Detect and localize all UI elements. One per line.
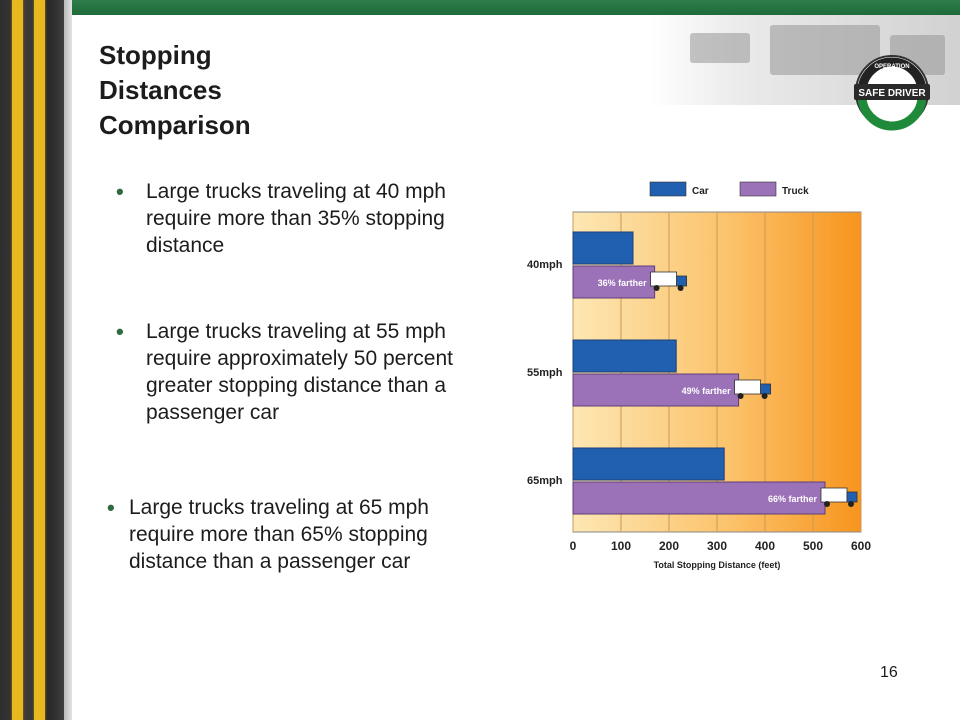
legend-label-car: Car: [692, 186, 709, 197]
bar-annotation: 66% farther: [768, 494, 818, 504]
truck-cab-icon: [676, 275, 688, 287]
road-background: [0, 0, 72, 720]
bar-annotation: 49% farther: [682, 386, 732, 396]
svg-text:SAFE DRIVER: SAFE DRIVER: [858, 88, 926, 99]
truck-icon: [650, 271, 677, 287]
bullet-item: • Large trucks traveling at 55 mph requi…: [116, 318, 506, 426]
stopping-distance-chart: 0 100 200 300 400 500 600 Total Stopping Distan…: [527, 181, 871, 570]
x-tick-label: 0: [570, 539, 577, 553]
operation-safe-driver-logo: SAFE DRIVER OPERATION: [854, 55, 930, 131]
truck-bar: [572, 373, 740, 407]
truck-wheel-icon: [761, 393, 768, 399]
x-tick-label: 400: [755, 539, 775, 553]
bar-annotation: 36% farther: [598, 278, 648, 288]
truck-wheel-icon: [848, 501, 854, 507]
truck-bar: [572, 481, 826, 515]
car-bar: [572, 447, 725, 481]
title-line: Comparison: [99, 110, 251, 140]
car-bar: [572, 339, 677, 373]
bullet-marker: •: [116, 179, 124, 204]
legend-swatch-truck: [739, 181, 777, 197]
svg-text:OPERATION: OPERATION: [874, 64, 909, 70]
slide-title: Stopping Distances Comparison: [99, 38, 399, 143]
x-tick-label: 200: [659, 539, 679, 553]
x-tick-label: 500: [803, 539, 823, 553]
truck-cab-icon: [846, 491, 858, 503]
page-number: 16: [880, 664, 898, 681]
truck-wheel-icon: [824, 501, 830, 507]
truck-cab-icon: [760, 383, 772, 395]
truck-wheel-icon: [737, 393, 744, 399]
truck-wheel-icon: [653, 285, 660, 291]
x-tick-label: 100: [611, 539, 631, 553]
legend-swatch-car: [649, 181, 687, 197]
truck-wheel-icon: [677, 285, 684, 291]
bullet-item: • Large trucks traveling at 65 mph requi…: [107, 494, 477, 575]
header-bar: [72, 0, 960, 15]
x-tick-label: 600: [851, 539, 871, 553]
x-tick-label: 300: [707, 539, 727, 553]
road-yellow-line: [34, 0, 45, 720]
x-axis-label: Total Stopping Distance (feet): [654, 560, 781, 570]
bullet-marker: •: [107, 495, 115, 520]
y-category-label: 65mph: [527, 475, 563, 487]
title-line: Distances: [99, 75, 222, 105]
truck-icon: [820, 487, 848, 503]
bullet-marker: •: [116, 319, 124, 344]
bullet-item: • Large trucks traveling at 40 mph requi…: [116, 178, 486, 259]
bullet-text: Large trucks traveling at 55 mph require…: [146, 320, 454, 424]
y-category-label: 40mph: [527, 259, 563, 271]
road-yellow-line: [12, 0, 23, 720]
bullet-text: Large trucks traveling at 65 mph require…: [129, 496, 429, 573]
truck-icon: [734, 379, 762, 395]
legend-label-truck: Truck: [782, 186, 809, 197]
y-category-label: 55mph: [527, 367, 563, 379]
car-bar: [572, 231, 634, 265]
title-line: Stopping: [99, 40, 212, 70]
truck-bar: [572, 265, 656, 299]
bullet-text: Large trucks traveling at 40 mph require…: [146, 180, 446, 257]
